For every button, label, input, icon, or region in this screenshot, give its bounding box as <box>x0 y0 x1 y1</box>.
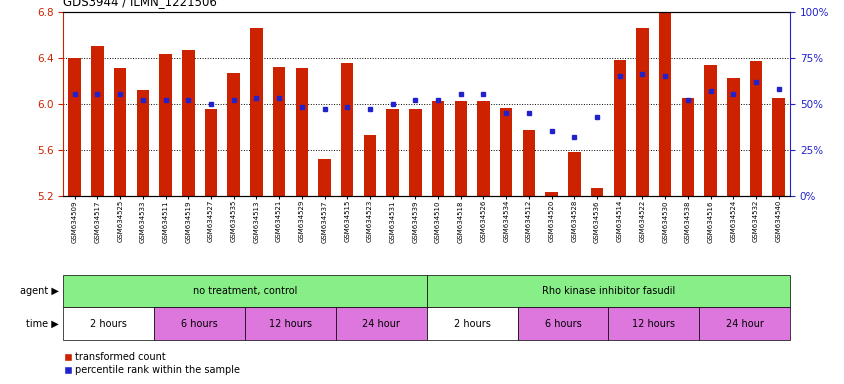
Bar <box>704 65 716 196</box>
Bar <box>454 101 467 196</box>
Bar <box>608 307 699 340</box>
Text: time ▶: time ▶ <box>26 318 59 329</box>
Bar <box>91 46 104 196</box>
Bar <box>500 108 511 196</box>
Bar <box>318 159 330 196</box>
Bar <box>63 275 426 307</box>
Bar <box>426 275 789 307</box>
Bar <box>68 58 81 196</box>
Text: 2 hours: 2 hours <box>453 318 490 329</box>
Bar <box>204 109 217 196</box>
Bar <box>341 63 353 196</box>
Text: Rho kinase inhibitor fasudil: Rho kinase inhibitor fasudil <box>541 286 674 296</box>
Bar <box>681 98 693 196</box>
Bar <box>517 307 608 340</box>
Bar <box>408 109 421 196</box>
Bar <box>227 73 240 196</box>
Text: 6 hours: 6 hours <box>181 318 218 329</box>
Text: 12 hours: 12 hours <box>631 318 674 329</box>
Bar <box>590 188 603 196</box>
Bar <box>567 152 580 196</box>
Bar <box>273 67 285 196</box>
Text: 12 hours: 12 hours <box>268 318 311 329</box>
Bar <box>154 307 245 340</box>
Bar <box>336 307 426 340</box>
Bar <box>522 130 534 196</box>
Bar <box>295 68 308 196</box>
Bar <box>114 68 127 196</box>
Text: 2 hours: 2 hours <box>90 318 127 329</box>
Legend: transformed count, percentile rank within the sample: transformed count, percentile rank withi… <box>60 348 244 379</box>
Text: no treatment, control: no treatment, control <box>192 286 297 296</box>
Bar <box>431 101 444 196</box>
Bar <box>636 28 648 196</box>
Bar <box>181 50 194 196</box>
Bar <box>137 90 149 196</box>
Text: 24 hour: 24 hour <box>362 318 400 329</box>
Bar <box>726 78 738 196</box>
Bar <box>613 60 625 196</box>
Bar <box>477 101 490 196</box>
Bar <box>426 307 517 340</box>
Bar <box>363 135 376 196</box>
Text: 6 hours: 6 hours <box>544 318 581 329</box>
Bar <box>699 307 789 340</box>
Bar <box>658 13 671 196</box>
Bar <box>749 61 761 196</box>
Bar <box>386 109 398 196</box>
Text: GDS3944 / ILMN_1221506: GDS3944 / ILMN_1221506 <box>63 0 217 8</box>
Bar <box>245 307 336 340</box>
Text: 24 hour: 24 hour <box>725 318 763 329</box>
Bar <box>250 28 262 196</box>
Bar <box>544 192 557 196</box>
Bar <box>771 98 784 196</box>
Text: agent ▶: agent ▶ <box>20 286 59 296</box>
Bar <box>63 307 154 340</box>
Bar <box>160 54 171 196</box>
